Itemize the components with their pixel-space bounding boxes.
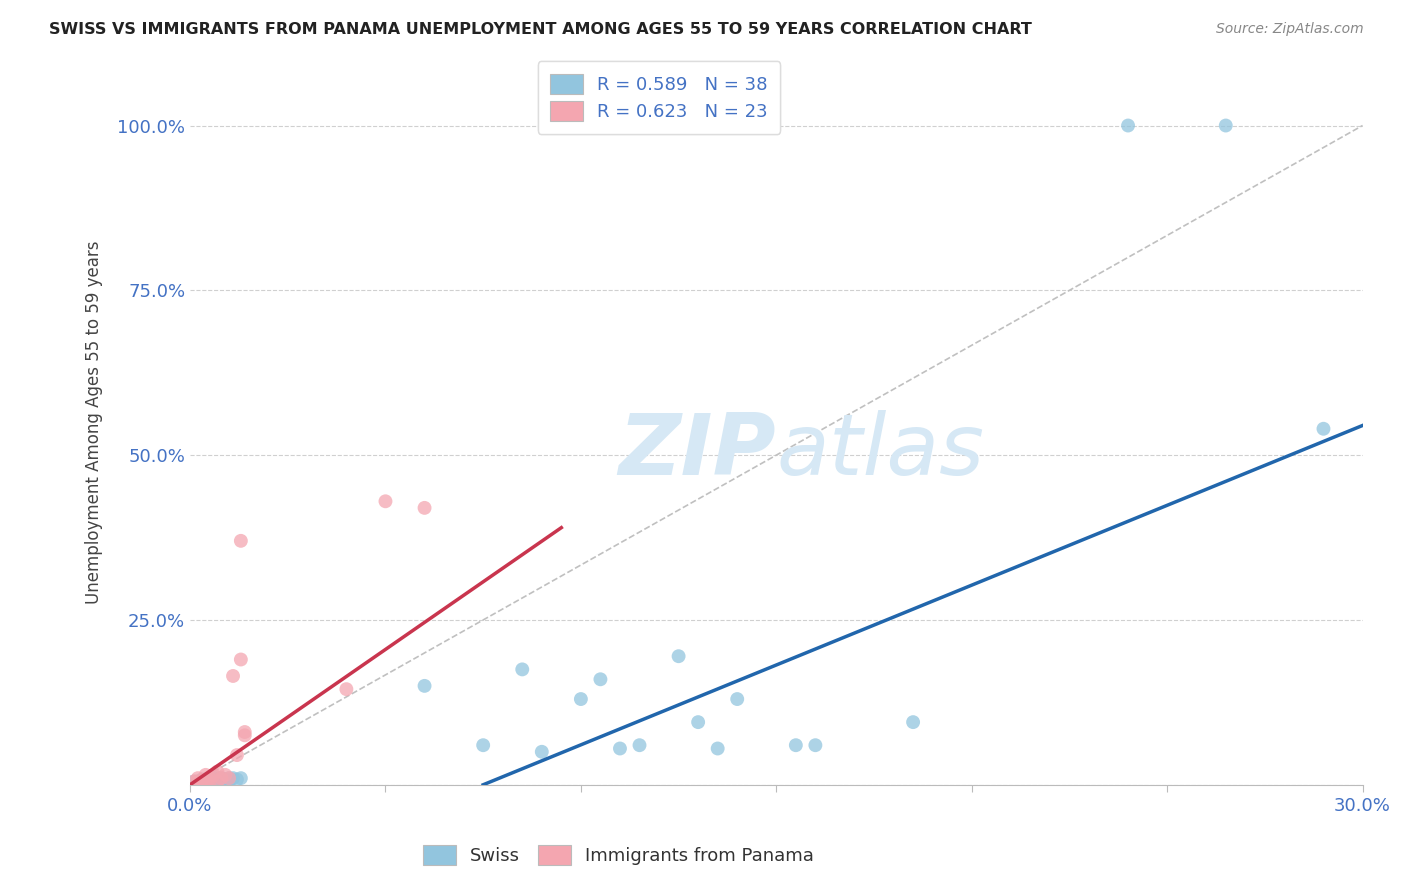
- Point: [1116, 119, 1139, 133]
- Point: [202, 768, 225, 782]
- Point: [191, 774, 214, 789]
- Point: [609, 741, 631, 756]
- Point: [198, 771, 221, 785]
- Point: [472, 738, 495, 752]
- Point: [374, 494, 396, 508]
- Point: [207, 774, 229, 789]
- Point: [222, 771, 245, 785]
- Point: [226, 772, 249, 787]
- Point: [233, 728, 256, 742]
- Text: Source: ZipAtlas.com: Source: ZipAtlas.com: [1216, 22, 1364, 37]
- Point: [785, 738, 807, 752]
- Point: [725, 692, 748, 706]
- Point: [194, 768, 217, 782]
- Point: [589, 673, 612, 687]
- Point: [569, 692, 592, 706]
- Point: [207, 774, 229, 789]
- Point: [229, 533, 252, 548]
- Point: [1312, 422, 1334, 436]
- Point: [229, 771, 252, 785]
- Point: [214, 772, 236, 787]
- Point: [209, 771, 232, 785]
- Point: [202, 771, 225, 785]
- Point: [198, 774, 221, 789]
- Legend: Swiss, Immigrants from Panama: Swiss, Immigrants from Panama: [415, 836, 823, 874]
- Point: [194, 774, 217, 789]
- Point: [901, 715, 924, 730]
- Point: [209, 774, 232, 789]
- Point: [214, 768, 236, 782]
- Point: [191, 774, 214, 789]
- Point: [187, 771, 209, 785]
- Point: [198, 774, 221, 789]
- Point: [202, 774, 225, 789]
- Point: [198, 771, 221, 785]
- Point: [226, 748, 249, 763]
- Point: [218, 771, 240, 785]
- Point: [222, 669, 245, 683]
- Point: [335, 682, 357, 697]
- Point: [194, 772, 217, 787]
- Y-axis label: Unemployment Among Ages 55 to 59 years: Unemployment Among Ages 55 to 59 years: [86, 241, 103, 604]
- Point: [218, 771, 240, 785]
- Point: [1215, 119, 1237, 133]
- Point: [187, 774, 209, 789]
- Point: [187, 774, 209, 789]
- Point: [628, 738, 651, 752]
- Text: ZIP: ZIP: [619, 409, 776, 492]
- Legend: R = 0.589   N = 38, R = 0.623   N = 23: R = 0.589 N = 38, R = 0.623 N = 23: [537, 62, 780, 134]
- Point: [530, 745, 553, 759]
- Point: [668, 649, 690, 664]
- Point: [191, 772, 214, 787]
- Text: atlas: atlas: [776, 409, 984, 492]
- Point: [510, 662, 533, 676]
- Point: [207, 771, 229, 785]
- Text: SWISS VS IMMIGRANTS FROM PANAMA UNEMPLOYMENT AMONG AGES 55 TO 59 YEARS CORRELATI: SWISS VS IMMIGRANTS FROM PANAMA UNEMPLOY…: [49, 22, 1032, 37]
- Point: [688, 715, 710, 730]
- Point: [218, 774, 240, 789]
- Point: [207, 764, 229, 779]
- Point: [194, 774, 217, 789]
- Point: [209, 771, 232, 785]
- Point: [229, 652, 252, 666]
- Point: [233, 725, 256, 739]
- Point: [804, 738, 827, 752]
- Point: [413, 500, 436, 515]
- Point: [706, 741, 728, 756]
- Point: [183, 774, 205, 789]
- Point: [183, 774, 205, 789]
- Point: [413, 679, 436, 693]
